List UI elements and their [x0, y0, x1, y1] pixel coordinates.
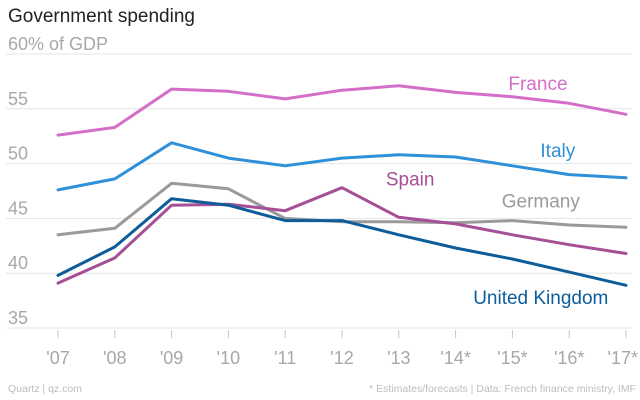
- series-labels: France Italy Germany Spain United Kingdom: [386, 74, 609, 309]
- series-line-spain: [56, 186, 628, 285]
- y-tick-label: 35: [8, 308, 28, 328]
- series-label-germany: Germany: [502, 191, 581, 212]
- series-label-united-kingdom: United Kingdom: [473, 288, 608, 309]
- series-line-italy: [56, 141, 628, 192]
- x-tick-label: '14*: [440, 348, 470, 368]
- series-label-spain: Spain: [386, 170, 435, 191]
- x-tick-label: '15*: [497, 348, 527, 368]
- x-tick-label: '17*: [608, 348, 638, 368]
- series-line-france: [56, 84, 628, 137]
- y-tick-label: 50: [8, 144, 28, 164]
- grid-layer: [6, 53, 632, 329]
- data-source-note: * Estimates/forecasts | Data: French fin…: [369, 383, 636, 395]
- x-tick-label: '13: [387, 348, 410, 368]
- y-tick-label: 40: [8, 253, 28, 273]
- chart-title: Government spending: [8, 6, 195, 27]
- source-credit: Quartz | qz.com: [8, 383, 82, 395]
- x-tick-label: '11: [274, 348, 296, 368]
- y-tick-label: 55: [8, 89, 28, 109]
- x-tick-label: '08: [103, 348, 126, 368]
- series-label-italy: Italy: [540, 141, 575, 162]
- x-axis: '07 '08 '09 '10 '11 '12 '13 '14* '15* '16* '17*: [46, 330, 638, 368]
- y-tick-label: 45: [8, 198, 28, 218]
- y-axis: 60% of GDP 55 50 45 40 35: [8, 34, 108, 328]
- y-tick-label: 60% of GDP: [8, 34, 108, 54]
- series-label-france: France: [508, 74, 567, 95]
- x-tick-label: '10: [217, 348, 240, 368]
- x-tick-label: '09: [160, 348, 183, 368]
- series-layer: [56, 84, 628, 287]
- series-line-united-kingdom: [56, 197, 628, 287]
- x-tick-label: '16*: [554, 348, 584, 368]
- x-tick-label: '07: [46, 348, 69, 368]
- x-tick-label: '12: [330, 348, 353, 368]
